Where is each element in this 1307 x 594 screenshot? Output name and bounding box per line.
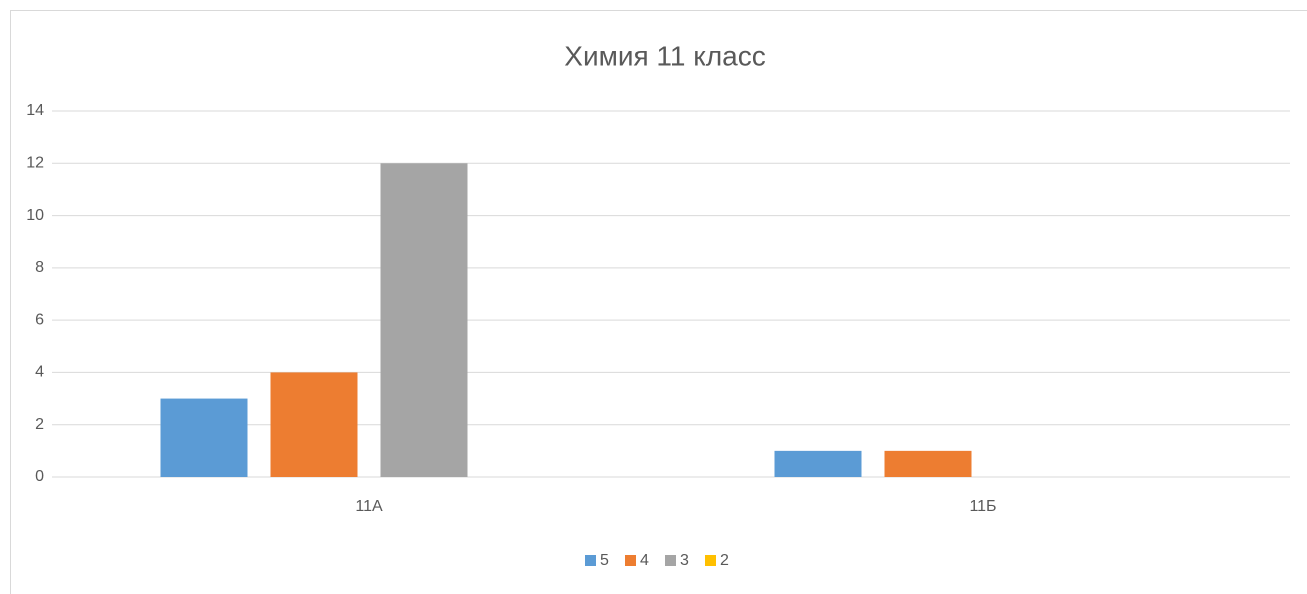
bar — [380, 163, 468, 478]
y-tick-label: 4 — [35, 364, 44, 381]
legend-swatch — [665, 555, 676, 566]
bar — [160, 398, 248, 477]
legend-label: 3 — [680, 552, 689, 569]
legend-label: 5 — [600, 552, 609, 569]
legend-label: 4 — [640, 552, 649, 569]
bar — [774, 450, 862, 477]
y-tick-label: 14 — [26, 102, 44, 119]
legend-swatch — [625, 555, 636, 566]
legend-label: 2 — [720, 552, 729, 569]
y-tick-label: 6 — [35, 311, 44, 328]
legend-swatch — [585, 555, 596, 566]
bar — [884, 450, 972, 477]
y-tick-label: 12 — [26, 155, 44, 172]
chart-border — [10, 10, 1307, 594]
legend-swatch — [705, 555, 716, 566]
bar — [270, 372, 358, 477]
y-tick-label: 10 — [26, 207, 44, 224]
x-tick-label: 11Б — [969, 498, 996, 515]
y-tick-label: 8 — [35, 259, 44, 276]
x-tick-label: 11А — [355, 498, 383, 515]
y-tick-label: 0 — [35, 468, 44, 485]
y-tick-label: 2 — [35, 416, 44, 433]
chart-title: Химия 11 класс — [564, 40, 765, 71]
